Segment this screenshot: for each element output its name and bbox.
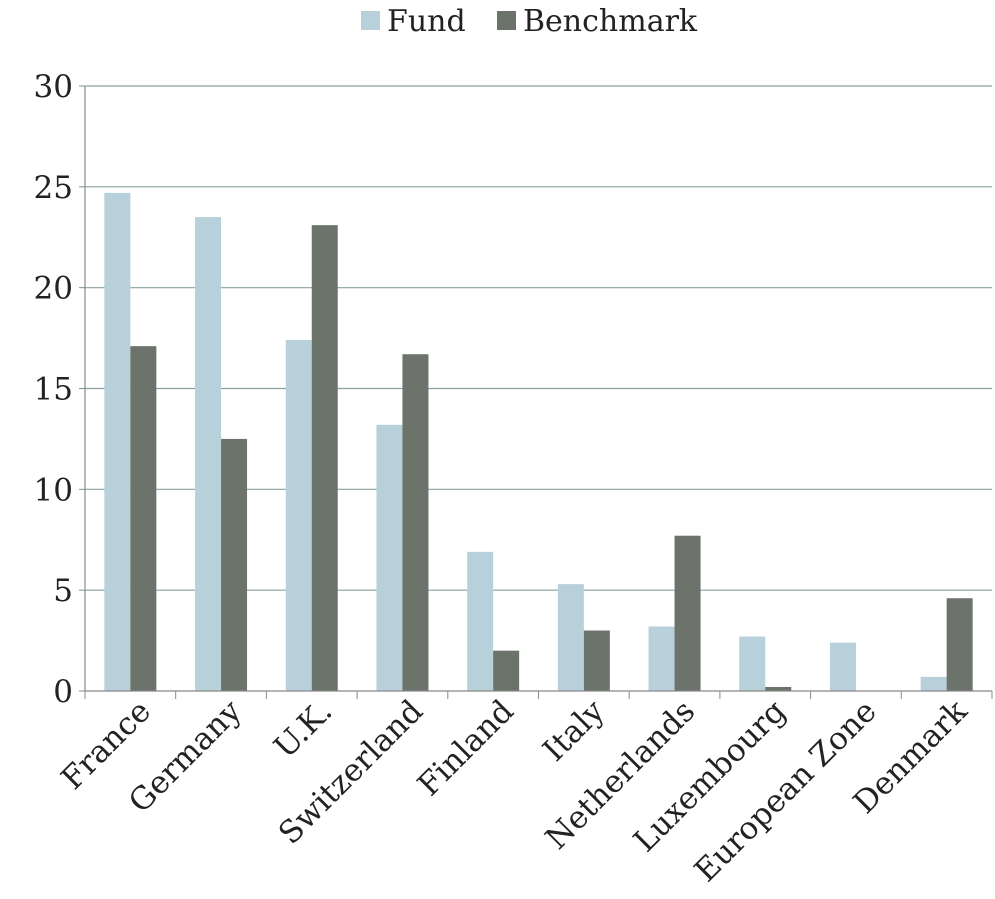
y-tick-label: 30 bbox=[34, 69, 73, 105]
bar-fund bbox=[285, 340, 312, 691]
bar-fund bbox=[920, 676, 947, 691]
axes bbox=[79, 85, 993, 699]
legend-label-fund: Fund bbox=[387, 4, 466, 39]
bar-fund bbox=[376, 424, 403, 691]
legend: Fund Benchmark bbox=[361, 4, 698, 39]
bar-benchmark bbox=[946, 598, 973, 691]
bar-fund bbox=[648, 626, 675, 691]
bar-fund bbox=[739, 636, 766, 691]
x-tick-label: Italy bbox=[536, 693, 612, 769]
bar-benchmark bbox=[402, 354, 429, 691]
y-tick-labels: 0 5 10 15 20 25 30 bbox=[34, 69, 73, 710]
legend-label-benchmark: Benchmark bbox=[523, 4, 698, 39]
bar-fund bbox=[104, 192, 131, 691]
bars bbox=[104, 192, 973, 692]
bar-benchmark bbox=[765, 686, 792, 691]
y-tick-label: 10 bbox=[34, 472, 73, 508]
bar-benchmark bbox=[221, 438, 248, 691]
bar-fund bbox=[467, 551, 494, 691]
y-tick-label: 15 bbox=[34, 372, 73, 408]
bar-benchmark bbox=[130, 346, 157, 691]
bar-benchmark bbox=[583, 630, 610, 691]
bar-benchmark bbox=[493, 650, 520, 691]
bar-fund bbox=[195, 217, 222, 692]
x-tick-label: U.K. bbox=[267, 693, 339, 765]
bar-fund bbox=[829, 642, 856, 691]
y-tick-label: 0 bbox=[53, 674, 73, 710]
x-tick-label: Finland bbox=[411, 693, 521, 803]
legend-swatch-benchmark bbox=[497, 11, 516, 30]
bar-benchmark bbox=[311, 225, 338, 691]
y-tick-label: 25 bbox=[34, 170, 73, 206]
bar-fund bbox=[557, 584, 584, 691]
y-tick-label: 20 bbox=[34, 271, 73, 307]
legend-swatch-fund bbox=[361, 11, 380, 30]
y-tick-label: 5 bbox=[53, 573, 73, 609]
bar-benchmark bbox=[674, 535, 701, 691]
